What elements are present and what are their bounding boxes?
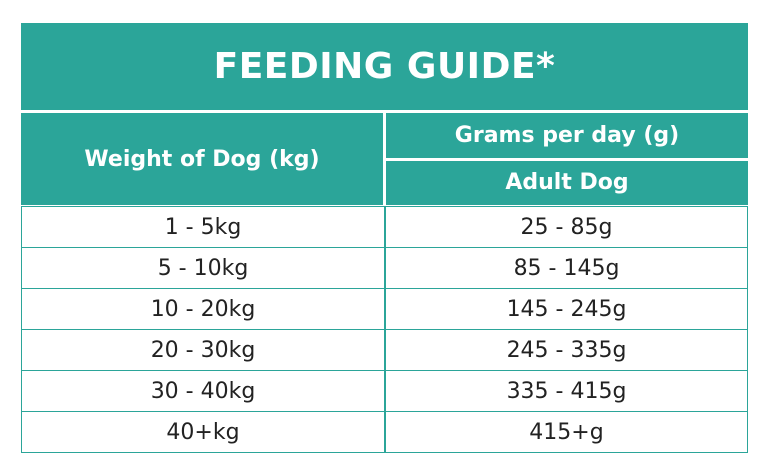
feeding-guide-table: FEEDING GUIDE* Weight of Dog (kg) Grams … xyxy=(21,23,748,453)
weight-cell: 10 - 20kg xyxy=(22,289,386,329)
weight-cell: 30 - 40kg xyxy=(22,371,386,411)
weight-cell: 1 - 5kg xyxy=(22,207,386,247)
table-title: FEEDING GUIDE* xyxy=(21,23,748,110)
header-grams: Grams per day (g) xyxy=(386,113,748,158)
grams-cell: 335 - 415g xyxy=(506,378,627,404)
table-row: 40+kg 415+g xyxy=(21,412,748,453)
table-row: 1 - 5kg 25 - 85g xyxy=(21,206,748,248)
grams-cell: 415+g xyxy=(529,419,604,445)
grams-cell: 145 - 245g xyxy=(506,296,627,322)
table-header: Weight of Dog (kg) Grams per day (g) Adu… xyxy=(21,113,748,205)
weight-cell: 40+kg xyxy=(22,412,386,452)
header-grams-group: Grams per day (g) Adult Dog xyxy=(386,113,748,205)
table-row: 20 - 30kg 245 - 335g xyxy=(21,330,748,371)
header-adult-dog: Adult Dog xyxy=(386,160,748,205)
grams-cell: 85 - 145g xyxy=(513,255,620,281)
grams-cell: 25 - 85g xyxy=(520,214,613,240)
grams-cell: 245 - 335g xyxy=(506,337,627,363)
table-body: 1 - 5kg 25 - 85g 5 - 10kg 85 - 145g 10 - 20k… xyxy=(21,206,748,453)
table-row: 30 - 40kg 335 - 415g xyxy=(21,371,748,412)
table-row: 10 - 20kg 145 - 245g xyxy=(21,289,748,330)
header-weight: Weight of Dog (kg) xyxy=(21,113,383,205)
weight-cell: 20 - 30kg xyxy=(22,330,386,370)
weight-cell: 5 - 10kg xyxy=(22,248,386,288)
table-row: 5 - 10kg 85 - 145g xyxy=(21,248,748,289)
